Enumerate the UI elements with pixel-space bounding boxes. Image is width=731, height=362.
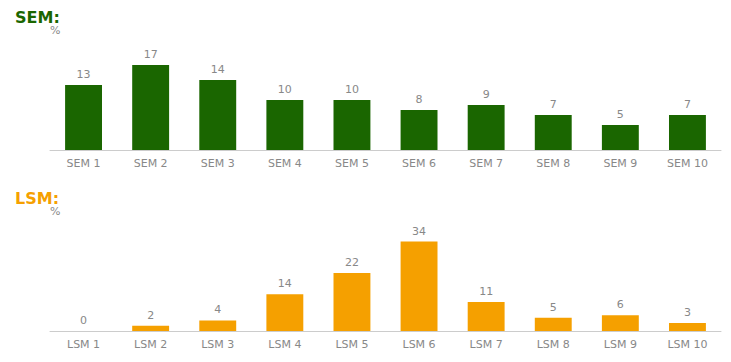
svg-text:LSM 7: LSM 7 <box>470 338 503 351</box>
svg-text:LSM 9: LSM 9 <box>604 338 637 351</box>
svg-text:LSM 8: LSM 8 <box>537 338 570 351</box>
svg-text:10: 10 <box>278 83 292 96</box>
svg-text:SEM 10: SEM 10 <box>667 157 708 170</box>
svg-text:LSM:: LSM: <box>15 189 59 208</box>
svg-text:14: 14 <box>278 277 292 290</box>
svg-text:7: 7 <box>684 98 691 111</box>
svg-text:5: 5 <box>550 301 557 314</box>
svg-text:6: 6 <box>617 298 624 311</box>
svg-text:7: 7 <box>550 98 557 111</box>
svg-text:LSM 4: LSM 4 <box>268 338 301 351</box>
svg-text:SEM 1: SEM 1 <box>67 157 101 170</box>
svg-text:2: 2 <box>147 309 154 322</box>
svg-text:LSM 6: LSM 6 <box>402 338 435 351</box>
svg-text:SEM 9: SEM 9 <box>603 157 637 170</box>
svg-text:SEM 4: SEM 4 <box>268 157 302 170</box>
svg-text:SEM 5: SEM 5 <box>335 157 369 170</box>
svg-text:SEM 8: SEM 8 <box>536 157 570 170</box>
svg-text:13: 13 <box>77 68 91 81</box>
svg-text:SEM:: SEM: <box>15 8 60 27</box>
svg-text:10: 10 <box>345 83 359 96</box>
svg-text:SEM 7: SEM 7 <box>469 157 503 170</box>
svg-text:17: 17 <box>144 48 158 61</box>
svg-text:14: 14 <box>211 63 225 76</box>
svg-text:LSM 2: LSM 2 <box>134 338 167 351</box>
svg-text:LSM 10: LSM 10 <box>667 338 707 351</box>
svg-text:9: 9 <box>483 88 490 101</box>
svg-text:11: 11 <box>479 285 493 298</box>
svg-text:0: 0 <box>80 314 87 327</box>
svg-text:4: 4 <box>214 303 221 316</box>
svg-text:3: 3 <box>684 306 691 319</box>
svg-text:SEM 6: SEM 6 <box>402 157 436 170</box>
svg-text:5: 5 <box>617 108 624 121</box>
svg-text:SEM 2: SEM 2 <box>134 157 168 170</box>
svg-text:LSM 3: LSM 3 <box>201 338 234 351</box>
svg-text:22: 22 <box>345 256 359 269</box>
svg-text:SEM 3: SEM 3 <box>201 157 235 170</box>
svg-text:34: 34 <box>412 225 426 238</box>
svg-text:LSM 1: LSM 1 <box>67 338 100 351</box>
svg-text:LSM 5: LSM 5 <box>335 338 368 351</box>
svg-text:8: 8 <box>416 93 423 106</box>
